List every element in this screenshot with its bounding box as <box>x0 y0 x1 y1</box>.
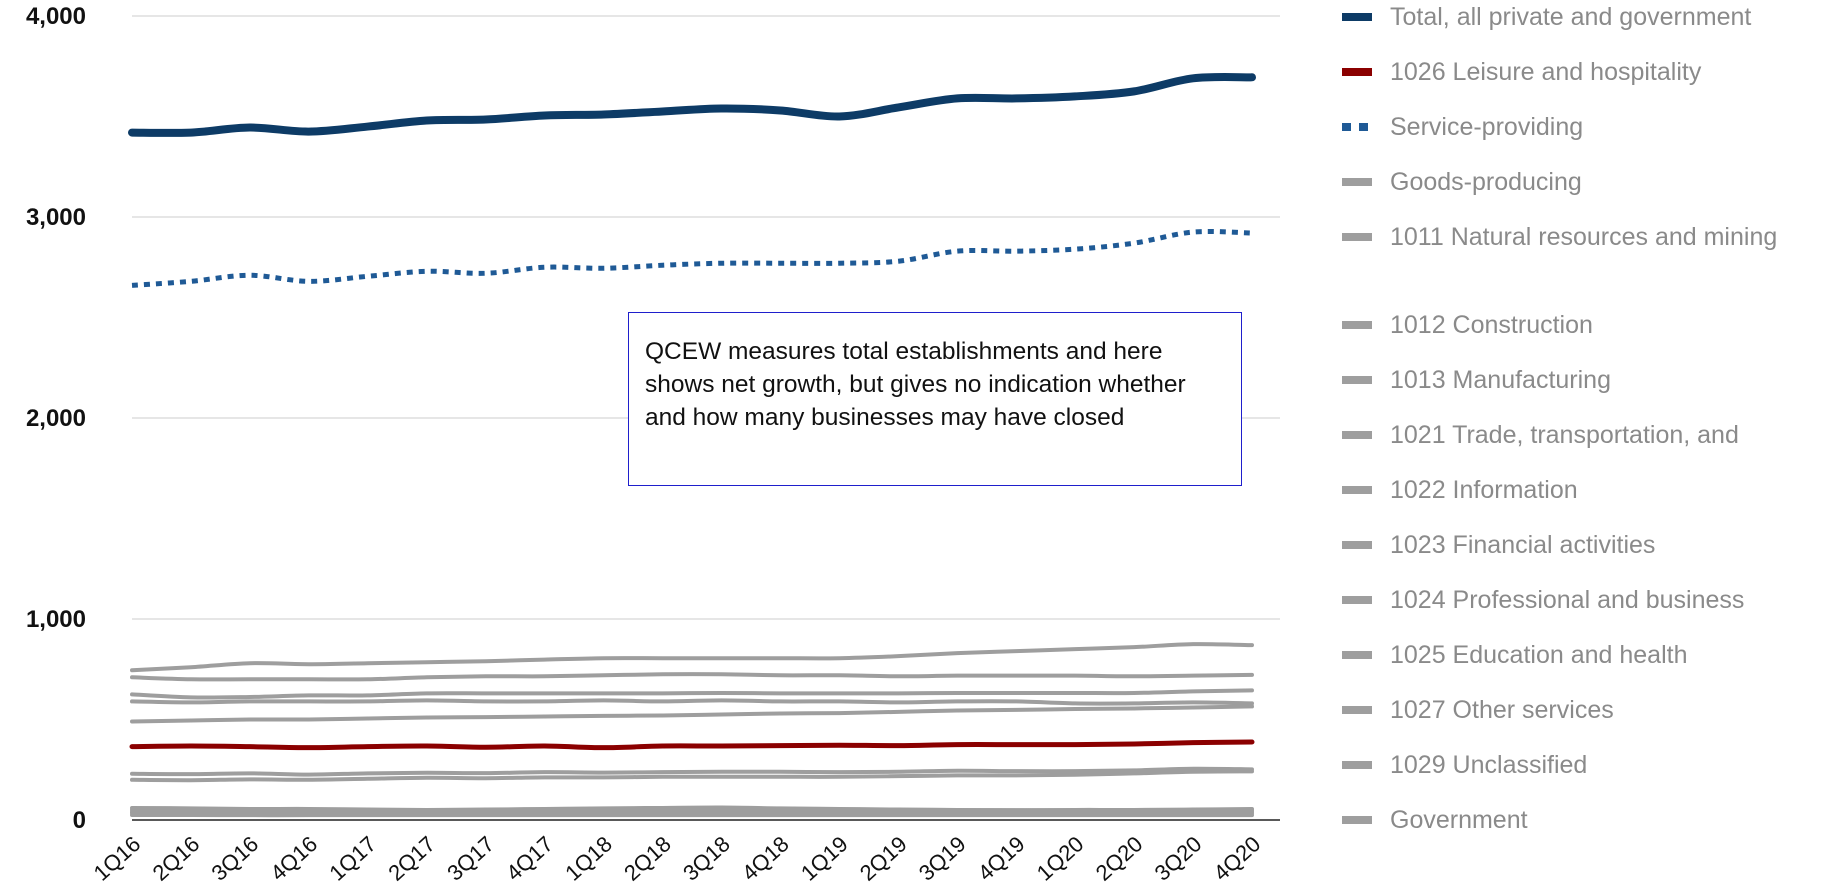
series-line-1023-financial-activities <box>130 769 1254 783</box>
y-tick-label: 0 <box>73 807 86 834</box>
legend-label: 1026 Leisure and hospitality <box>1390 58 1702 86</box>
x-tick-label: 3Q16 <box>207 831 264 886</box>
legend-swatch <box>1342 486 1372 494</box>
legend-label: 1011 Natural resources and mining <box>1390 223 1778 251</box>
legend-item: Total, all private and government <box>1342 0 1810 34</box>
legend-item: Government <box>1342 803 1810 837</box>
legend-item: Goods-producing <box>1342 165 1810 199</box>
legend-label: Total, all private and government <box>1390 3 1752 31</box>
x-tick-label: 4Q20 <box>1209 831 1266 886</box>
legend-label: 1021 Trade, transportation, and <box>1390 421 1739 449</box>
series-line-1029-unclassified <box>130 805 1254 813</box>
legend-swatch <box>1342 13 1372 21</box>
x-tick-label: 1Q16 <box>89 831 146 886</box>
y-tick-label: 4,000 <box>26 3 86 30</box>
y-tick-label: 3,000 <box>26 204 86 231</box>
legend-item: 1021 Trade, transportation, and <box>1342 418 1810 452</box>
legend-swatch <box>1342 321 1372 329</box>
y-axis-ticks: 0 1,000 2,000 3,000 4,000 <box>26 3 86 834</box>
x-tick-label: 2Q16 <box>148 831 205 886</box>
chart-area: 0 1,000 2,000 3,000 4,000 1Q16 2Q16 3Q16 4Q16 1Q… <box>26 3 1280 886</box>
series-line-1012-construction <box>130 766 1254 777</box>
legend-swatch <box>1342 596 1372 604</box>
series-line-1027-other-services <box>130 704 1254 724</box>
legend-label: 1024 Professional and business <box>1390 586 1745 614</box>
legend-label: 1027 Other services <box>1390 696 1614 724</box>
legend-label: Goods-producing <box>1390 168 1582 196</box>
legend-swatch <box>1342 431 1372 439</box>
legend-swatch <box>1342 761 1372 769</box>
y-tick-label: 1,000 <box>26 606 86 633</box>
x-tick-label: 4Q19 <box>973 831 1030 886</box>
annotation-box: QCEW measures total establishments and h… <box>628 312 1242 486</box>
series-line-total-all-private-and-government <box>128 72 1256 137</box>
legend-label: Government <box>1390 806 1528 834</box>
legend-label: 1025 Education and health <box>1390 641 1688 669</box>
series-lines <box>128 72 1256 818</box>
x-axis-ticks: 1Q16 2Q16 3Q16 4Q16 1Q17 2Q17 3Q17 4Q17 1Q18 2Q18… <box>89 831 1266 886</box>
legend-label: 1029 Unclassified <box>1390 751 1588 779</box>
legend-swatch <box>1342 68 1372 76</box>
legend-item: 1027 Other services <box>1342 693 1810 727</box>
legend-swatch <box>1342 706 1372 714</box>
legend-item: 1023 Financial activities <box>1342 528 1810 562</box>
legend-item: 1024 Professional and business <box>1342 583 1810 617</box>
legend-item: 1022 Information <box>1342 473 1810 507</box>
x-tick-label: 2Q20 <box>1091 831 1148 886</box>
x-tick-label: 4Q16 <box>265 831 322 886</box>
legend-label: 1023 Financial activities <box>1390 531 1656 559</box>
x-tick-label: 3Q17 <box>442 831 499 886</box>
legend-swatch <box>1342 123 1372 131</box>
legend-item: 1026 Leisure and hospitality <box>1342 55 1810 89</box>
x-tick-label: 4Q17 <box>501 831 558 886</box>
legend-swatch <box>1342 233 1372 241</box>
x-tick-label: 1Q20 <box>1032 831 1089 886</box>
y-tick-label: 2,000 <box>26 405 86 432</box>
legend-swatch <box>1342 178 1372 186</box>
x-tick-label: 1Q18 <box>560 831 617 886</box>
series-line-1021-trade-transportation-and <box>130 688 1254 700</box>
x-tick-label: 1Q19 <box>796 831 853 886</box>
legend-swatch <box>1342 376 1372 384</box>
series-line-1025-education-and-health <box>130 642 1254 673</box>
x-tick-label: 3Q19 <box>914 831 971 886</box>
legend-swatch <box>1342 651 1372 659</box>
x-tick-label: 2Q17 <box>383 831 440 886</box>
legend-label: 1012 Construction <box>1390 311 1593 339</box>
legend-label: 1022 Information <box>1390 476 1578 504</box>
legend-item: 1029 Unclassified <box>1342 748 1810 782</box>
legend-label: Service-providing <box>1390 113 1584 141</box>
legend-item: Service-providing <box>1342 110 1810 144</box>
x-tick-label: 3Q18 <box>678 831 735 886</box>
x-tick-label: 2Q18 <box>619 831 676 886</box>
legend-swatch <box>1342 541 1372 549</box>
x-tick-label: 4Q18 <box>737 831 794 886</box>
series-line-1026-leisure-and-hospitality <box>129 739 1255 751</box>
x-tick-label: 3Q20 <box>1150 831 1207 886</box>
series-line-service-providing <box>131 229 1253 288</box>
x-tick-label: 2Q19 <box>855 831 912 886</box>
legend-item: 1011 Natural resources and mining <box>1342 220 1810 254</box>
series-line-goods-producing <box>130 698 1254 706</box>
legend-label: 1013 Manufacturing <box>1390 366 1611 394</box>
legend-item: 1025 Education and health <box>1342 638 1810 672</box>
legend-item: 1012 Construction <box>1342 308 1810 342</box>
legend-swatch <box>1342 816 1372 824</box>
x-tick-label: 1Q17 <box>324 831 381 886</box>
legend-item: 1013 Manufacturing <box>1342 363 1810 397</box>
series-line-1024-professional-and-business <box>130 672 1254 682</box>
